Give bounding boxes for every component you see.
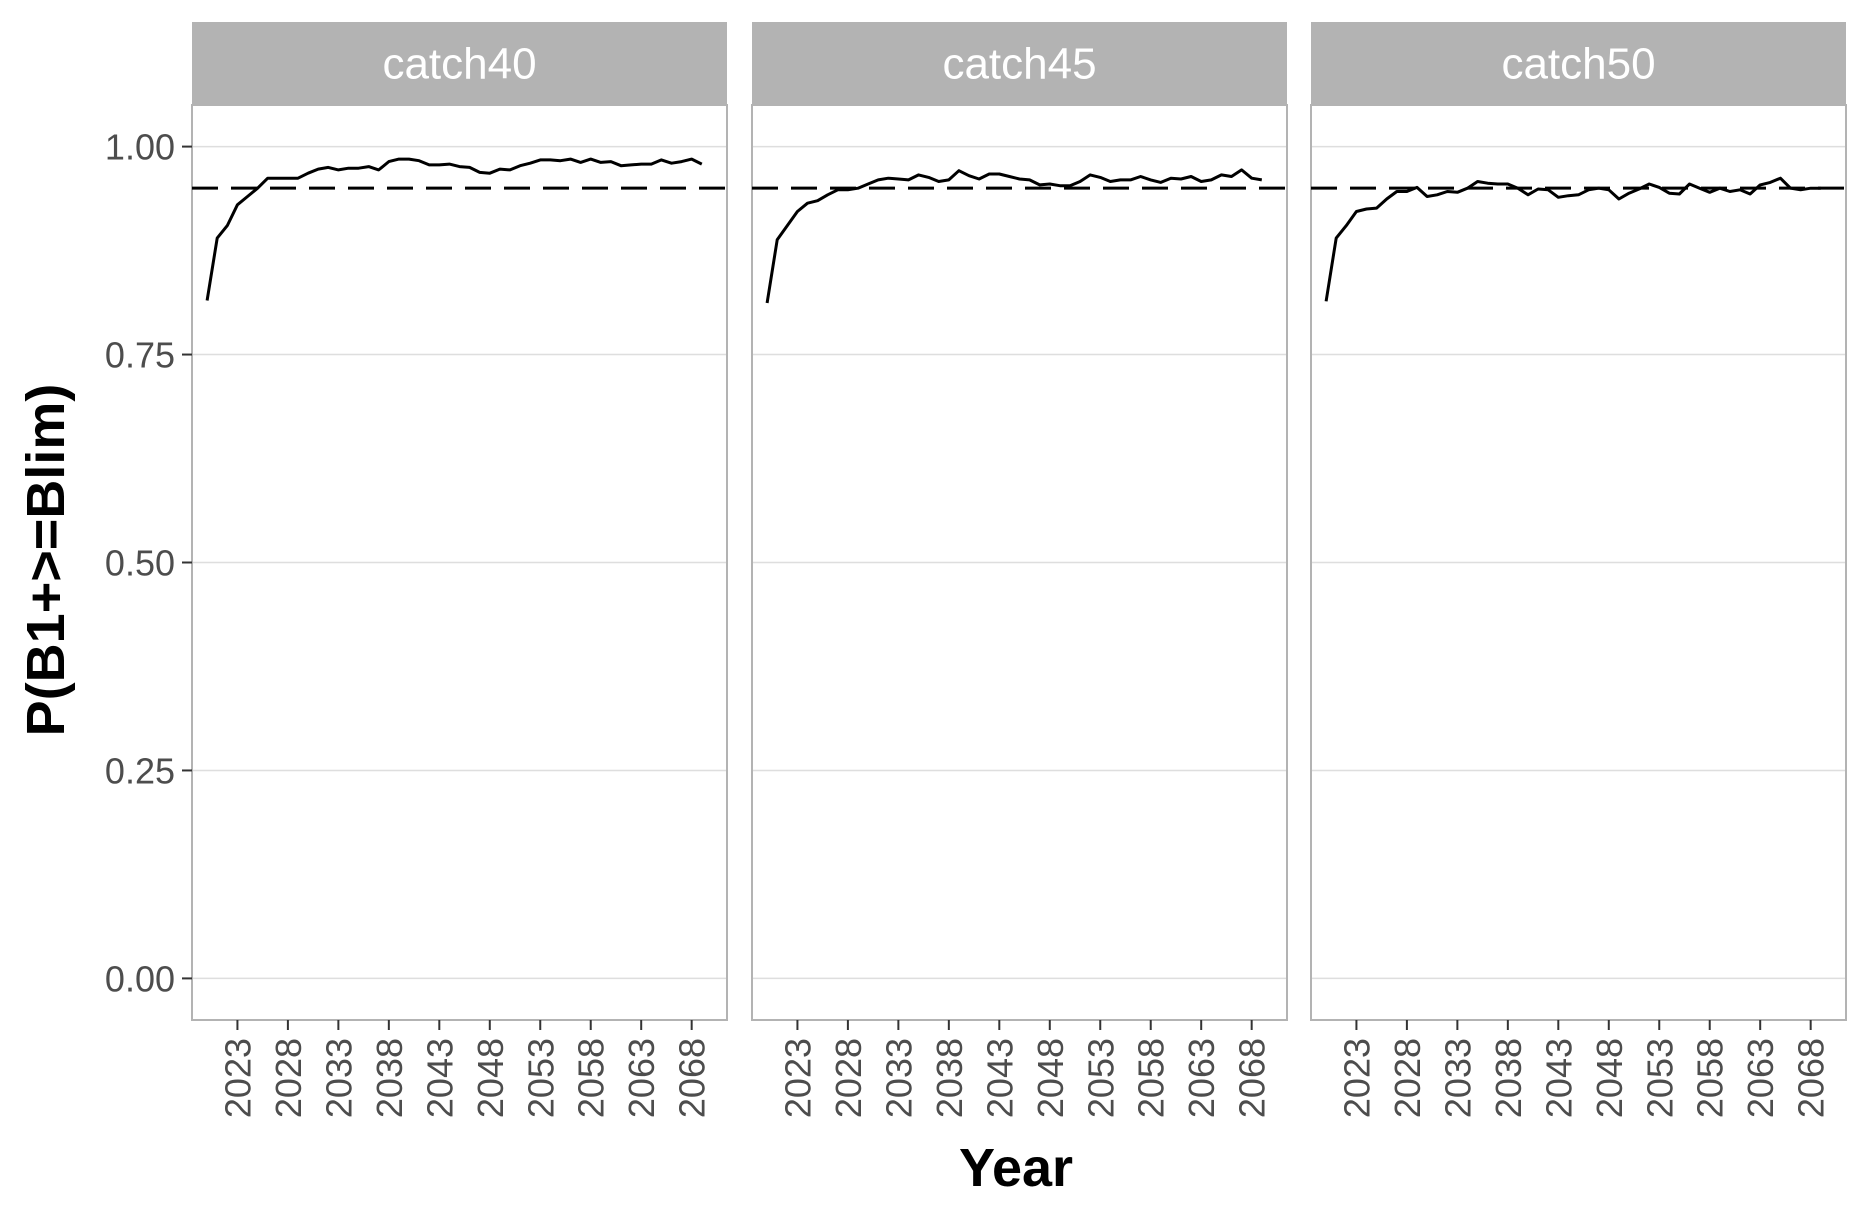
x-tick-label: 2063 [1181,1038,1222,1118]
x-tick-label: 2048 [1589,1038,1630,1118]
x-tick-label: 2033 [878,1038,919,1118]
x-tick-label: 2038 [369,1038,410,1118]
x-tick-label: 2028 [1387,1038,1428,1118]
facet-strip [192,22,727,105]
x-tick-label: 2048 [1030,1038,1071,1118]
facet-strip-label: catch40 [382,40,536,89]
panel-border [1310,104,1847,1021]
x-tick-label: 2043 [1538,1038,1579,1118]
x-tick-label: 2063 [1740,1038,1781,1118]
x-tick-label: 2053 [1639,1038,1680,1118]
x-tick-label: 2033 [1437,1038,1478,1118]
x-tick-label: 2053 [1080,1038,1121,1118]
x-tick-label: 2058 [571,1038,612,1118]
x-axis-title: Year [959,1138,1073,1198]
x-tick-label: 2023 [1336,1038,1377,1118]
y-axis-title: P(B1+>=Blim) [16,384,76,737]
x-tick-label: 2063 [621,1038,662,1118]
x-tick-label: 2058 [1690,1038,1731,1118]
x-tick-label: 2028 [828,1038,869,1118]
x-tick-label: 2038 [929,1038,970,1118]
x-tick-label: 2043 [979,1038,1020,1118]
panel-border [751,104,1288,1021]
x-tick-label: 2038 [1488,1038,1529,1118]
series-line-catch45 [765,168,1263,304]
y-tick-label: 0.75 [105,335,175,376]
x-tick-label: 2028 [268,1038,309,1118]
y-tick-label: 0.25 [105,750,175,791]
series-line-catch40 [205,157,703,301]
x-tick-label: 2023 [777,1038,818,1118]
y-tick-label: 0.50 [105,543,175,584]
x-tick-label: 2023 [217,1038,258,1118]
x-tick-label: 2043 [419,1038,460,1118]
y-tick-label: 0.00 [105,958,175,999]
x-tick-label: 2068 [672,1038,713,1118]
facet-strip-label: catch50 [1501,40,1655,89]
facet-strip [752,22,1287,105]
x-tick-label: 2048 [470,1038,511,1118]
facet-strip-label: catch45 [942,40,1096,89]
x-tick-label: 2053 [520,1038,561,1118]
facet-strip [1311,22,1846,105]
y-tick-label: 1.00 [105,127,175,168]
x-tick-label: 2068 [1232,1038,1273,1118]
x-tick-label: 2033 [318,1038,359,1118]
x-tick-label: 2058 [1131,1038,1172,1118]
series-line-catch50 [1324,176,1821,302]
x-tick-label: 2068 [1791,1038,1832,1118]
